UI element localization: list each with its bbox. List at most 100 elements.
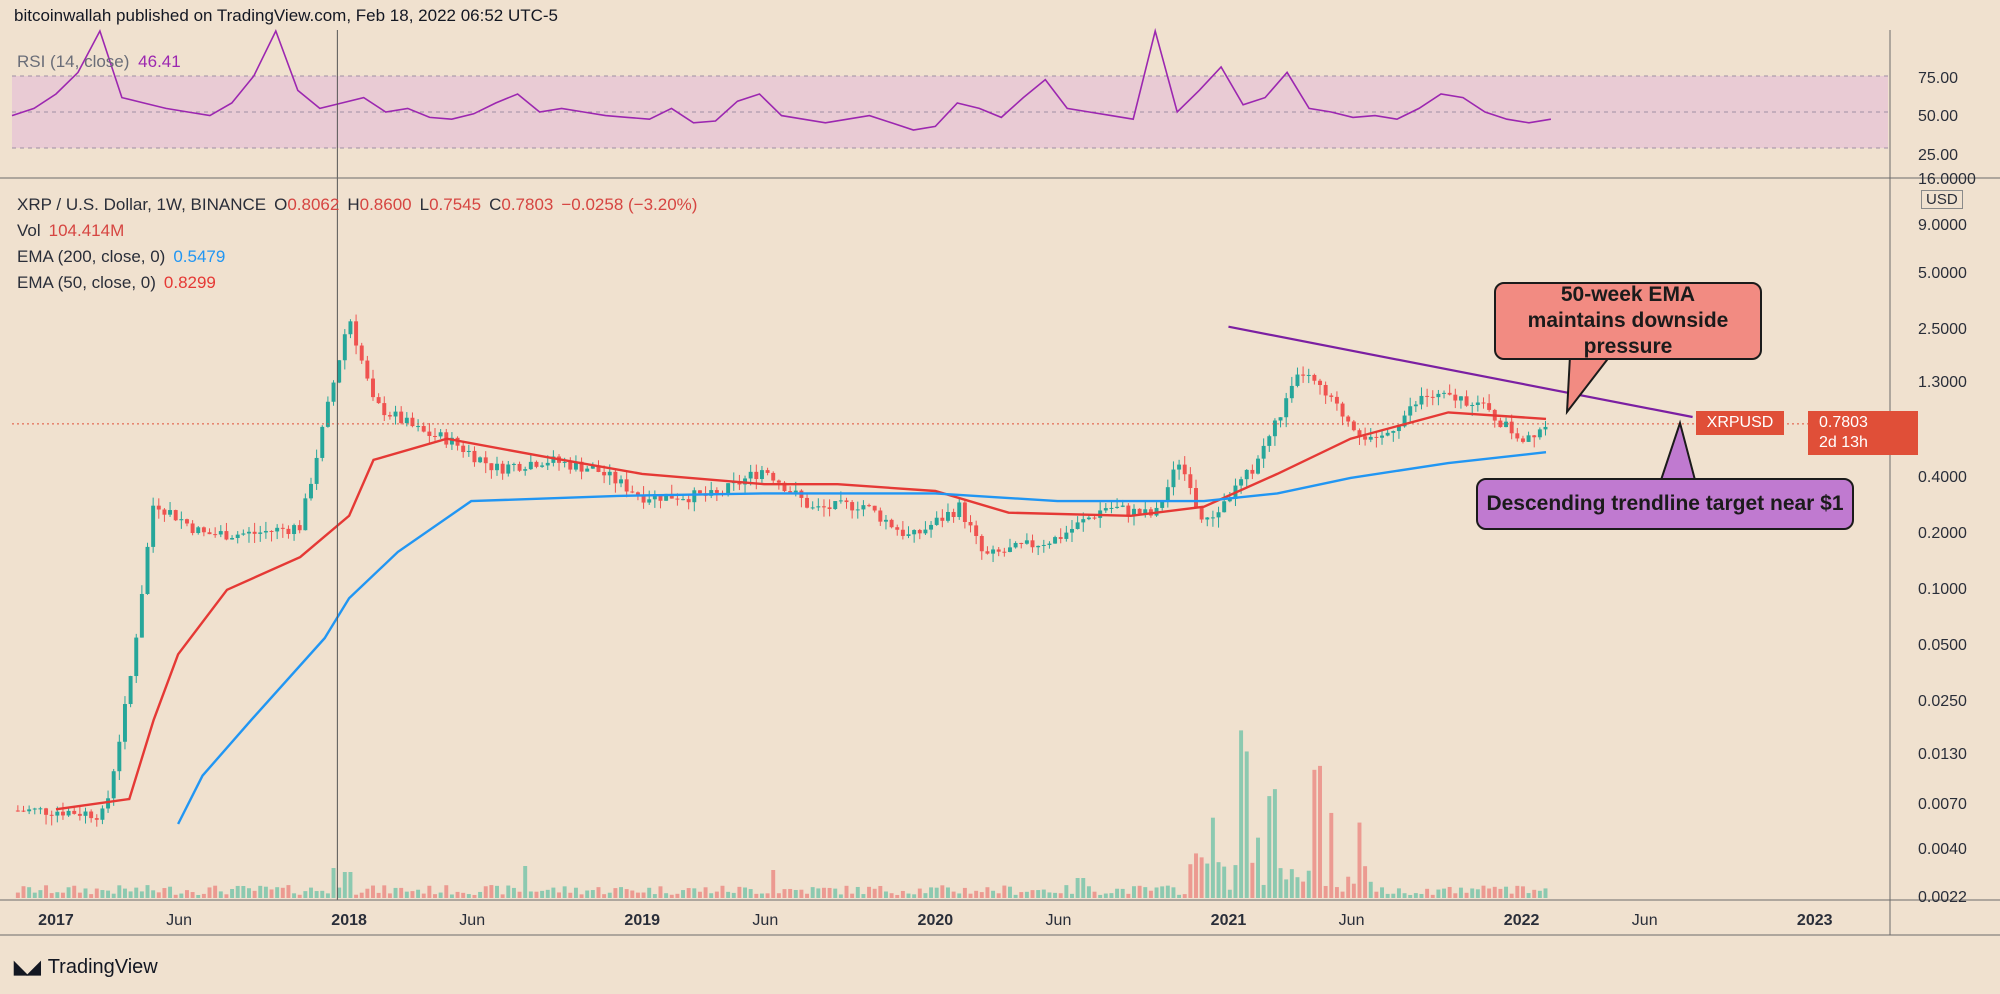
candle-body — [376, 397, 381, 404]
candle-body — [1227, 498, 1232, 502]
footer-brand[interactable]: ◣◢ TradingView — [14, 956, 158, 979]
candle-body — [83, 811, 88, 816]
candle-body — [816, 506, 821, 508]
volume-bar — [957, 893, 962, 898]
candle-body — [1340, 403, 1345, 417]
volume-bar — [1430, 894, 1435, 898]
candle-body — [1081, 519, 1086, 523]
volume-bar — [433, 894, 437, 898]
volume-bar — [1408, 894, 1413, 898]
volume-bar — [1504, 886, 1509, 898]
candle-body — [438, 432, 443, 437]
candle-body — [850, 502, 855, 511]
candle-body — [1002, 551, 1007, 553]
candle-body — [449, 437, 454, 445]
volume-bar — [726, 891, 731, 898]
candle-body — [619, 479, 623, 484]
volume-bar — [179, 893, 184, 898]
volume-bar — [850, 893, 855, 898]
candle-body — [44, 808, 49, 815]
candle-body — [765, 470, 770, 473]
volume-bar — [1425, 888, 1430, 898]
candle-body — [630, 491, 635, 493]
candle-body — [511, 463, 516, 465]
volume-bar — [771, 870, 776, 898]
candle-body — [89, 811, 94, 819]
candle-body — [128, 676, 133, 705]
rsi-label: RSI (14, close) — [17, 52, 130, 71]
candle-body — [720, 492, 725, 494]
candle-body — [478, 457, 483, 463]
volume-bar — [1413, 893, 1418, 898]
candle-body — [263, 530, 268, 533]
volume-bar — [782, 889, 787, 898]
volume-bar — [731, 892, 736, 898]
candle-body — [1222, 501, 1227, 513]
volume-bar — [1475, 889, 1480, 898]
volume-bar — [15, 892, 20, 898]
volume-bar — [1436, 889, 1441, 898]
candle-body — [1515, 433, 1520, 439]
candle-body — [991, 549, 996, 554]
volume-bar — [1137, 885, 1142, 898]
volume-bar — [923, 893, 928, 898]
candle-body — [106, 798, 111, 809]
rsi-tick-label: 25.00 — [1918, 147, 1959, 165]
volume-bar — [1008, 886, 1012, 898]
volume-bar — [1070, 893, 1074, 898]
candle-body — [1199, 507, 1204, 520]
volume-bar — [342, 872, 347, 898]
candle-body — [833, 501, 838, 510]
volume-bar — [647, 887, 652, 898]
candle-body — [754, 471, 759, 480]
candle-body — [1210, 517, 1215, 519]
candle-body — [974, 525, 979, 536]
candle-body — [1267, 436, 1272, 446]
volume-bar — [258, 885, 263, 898]
volume-bar — [1453, 893, 1458, 898]
candle-body — [726, 483, 731, 494]
volume-bar — [354, 894, 359, 898]
candle-body — [94, 818, 99, 820]
candle-body — [27, 809, 32, 812]
candle-body — [1109, 507, 1114, 509]
volume-bar — [500, 894, 505, 898]
volume-bar — [263, 886, 268, 898]
volume-bar — [66, 887, 71, 898]
volume-bar — [1086, 886, 1091, 898]
volume-bar — [1385, 893, 1390, 898]
volume-bar — [714, 891, 719, 898]
candle-body — [241, 533, 246, 535]
candle-body — [122, 704, 127, 742]
volume-bar — [247, 888, 251, 898]
candle-body — [213, 534, 218, 536]
candle-body — [748, 471, 753, 479]
candle-body — [1323, 385, 1328, 396]
candle-body — [60, 811, 65, 816]
volume-bar — [1256, 837, 1260, 898]
price-tick-label: 0.0070 — [1918, 795, 1967, 813]
volume-bar — [895, 894, 900, 898]
main-legend: XRP / U.S. Dollar, 1W, BINANCE O0.8062 H… — [17, 192, 697, 296]
publisher-line: bitcoinwallah published on TradingView.c… — [14, 6, 559, 25]
volume-bar — [1391, 893, 1396, 898]
candle-body — [15, 810, 20, 812]
volume-bar — [793, 889, 798, 898]
candle-body — [1205, 517, 1210, 520]
candle-body — [77, 813, 82, 816]
candle-body — [280, 527, 285, 529]
price-tick-label: 16.0000 — [1918, 171, 1976, 188]
volume-bar — [681, 890, 686, 898]
candle-body — [1092, 517, 1097, 519]
currency-label[interactable]: USD — [1921, 190, 1963, 209]
volume-bar — [241, 886, 246, 898]
volume-bar — [1024, 891, 1029, 898]
volume-bar — [607, 892, 612, 898]
volume-bar — [1013, 894, 1018, 898]
candle-body — [354, 321, 359, 346]
volume-bar — [399, 887, 404, 898]
volume-bar — [60, 892, 65, 898]
candle-body — [337, 360, 342, 383]
volume-bar — [207, 887, 212, 898]
candle-body — [1543, 426, 1548, 430]
